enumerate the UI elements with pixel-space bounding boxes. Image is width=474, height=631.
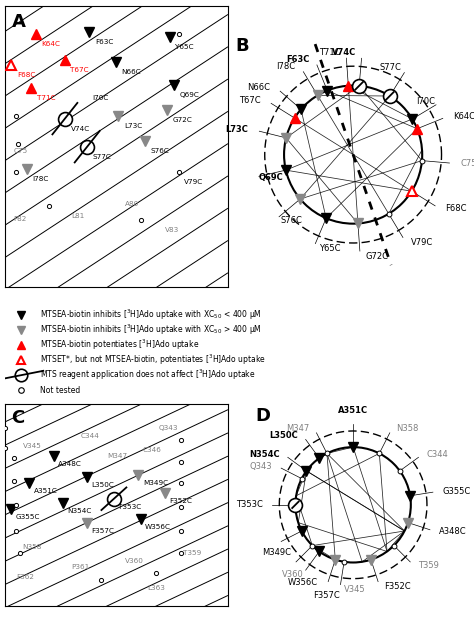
Text: Not tested: Not tested <box>40 386 80 395</box>
Text: A351C: A351C <box>34 488 57 493</box>
Text: G355C: G355C <box>442 487 470 496</box>
Text: D: D <box>255 407 270 425</box>
Text: V360: V360 <box>282 570 304 579</box>
Text: V83: V83 <box>165 227 179 233</box>
Text: S76C: S76C <box>151 148 170 154</box>
Text: M349C: M349C <box>143 480 168 486</box>
Text: I78C: I78C <box>276 62 295 71</box>
Text: L73C: L73C <box>124 123 142 129</box>
Text: S77C: S77C <box>380 63 402 73</box>
Text: T359: T359 <box>183 550 201 557</box>
Text: N358: N358 <box>23 544 42 550</box>
Text: N66C: N66C <box>247 83 271 92</box>
Text: A: A <box>11 13 25 32</box>
Text: V79C: V79C <box>411 238 434 247</box>
Text: M347: M347 <box>286 424 310 433</box>
Text: I70C: I70C <box>416 97 435 107</box>
Text: V360: V360 <box>125 558 144 564</box>
Text: V345: V345 <box>23 443 41 449</box>
Text: B: B <box>236 37 249 55</box>
Text: G72C: G72C <box>173 117 193 123</box>
Text: T359: T359 <box>418 561 439 570</box>
Text: A348C: A348C <box>439 527 466 536</box>
Text: W356C: W356C <box>145 524 171 530</box>
Text: T71C: T71C <box>319 48 340 57</box>
Text: N358: N358 <box>397 424 419 433</box>
Text: F357C: F357C <box>313 591 340 599</box>
Text: N354C: N354C <box>249 450 280 459</box>
Text: Q69C: Q69C <box>180 92 200 98</box>
Text: K64C: K64C <box>42 42 61 47</box>
Text: G355C: G355C <box>16 514 40 520</box>
Text: Y65C: Y65C <box>175 44 194 50</box>
Text: C346: C346 <box>143 447 162 453</box>
Text: V79C: V79C <box>184 179 203 185</box>
Text: N354C: N354C <box>67 508 91 514</box>
Text: F357C: F357C <box>91 528 115 534</box>
Text: C344: C344 <box>81 433 100 439</box>
Text: L350C: L350C <box>91 481 115 488</box>
Text: F68C: F68C <box>17 73 36 78</box>
Text: MTSEA-biotin potentiates [$^3$H]Ado uptake: MTSEA-biotin potentiates [$^3$H]Ado upta… <box>40 338 199 352</box>
Text: A351C: A351C <box>338 406 368 415</box>
Text: C75: C75 <box>460 159 474 168</box>
Text: Q343: Q343 <box>250 461 273 471</box>
Text: V345: V345 <box>345 585 366 594</box>
Text: MTSEA-biotin inhibits [$^3$H]Ado uptake with XC$_{50}$ < 400 μM: MTSEA-biotin inhibits [$^3$H]Ado uptake … <box>40 308 261 322</box>
Text: F82: F82 <box>14 216 27 221</box>
Text: N66C: N66C <box>122 69 141 76</box>
Text: T71C: T71C <box>37 95 55 101</box>
Text: C344: C344 <box>427 450 448 459</box>
Text: F63C: F63C <box>286 56 310 64</box>
Text: A80: A80 <box>125 201 139 208</box>
Text: F68C: F68C <box>446 204 467 213</box>
Text: T353C: T353C <box>118 504 142 510</box>
Text: MTSET*, but not MTSEA-biotin, potentiates [$^3$H]Ado uptake: MTSET*, but not MTSEA-biotin, potentiate… <box>40 353 265 367</box>
Text: V74C: V74C <box>71 126 90 132</box>
Text: F63C: F63C <box>95 38 113 45</box>
Text: S77C: S77C <box>93 154 111 160</box>
Text: MTSEA-biotin inhibits [$^3$H]Ado uptake with XC$_{50}$ > 400 μM: MTSEA-biotin inhibits [$^3$H]Ado uptake … <box>40 323 261 338</box>
Text: L81: L81 <box>72 213 85 219</box>
Text: C: C <box>11 409 25 427</box>
Text: K64C: K64C <box>454 112 474 121</box>
Text: C75: C75 <box>14 148 28 154</box>
Text: M347: M347 <box>107 453 128 459</box>
Text: M349C: M349C <box>263 548 292 557</box>
Text: I78C: I78C <box>33 176 49 182</box>
Text: F352C: F352C <box>384 582 411 591</box>
Text: Y65C: Y65C <box>319 244 340 253</box>
Text: L363: L363 <box>147 584 165 591</box>
Text: F362: F362 <box>16 574 34 581</box>
Text: G72C: G72C <box>366 252 389 261</box>
Text: S76C: S76C <box>280 216 302 225</box>
Text: MTS reagent application does not affect [$^3$H]Ado uptake: MTS reagent application does not affect … <box>40 368 255 382</box>
Text: Q69C: Q69C <box>259 173 284 182</box>
Text: T353C: T353C <box>236 500 263 509</box>
Text: A348C: A348C <box>58 461 82 468</box>
Text: P361: P361 <box>72 564 90 570</box>
Text: F352C: F352C <box>170 498 192 504</box>
Text: I70C: I70C <box>93 95 109 101</box>
Text: V74C: V74C <box>332 48 356 57</box>
Text: Q343: Q343 <box>158 425 178 431</box>
Text: L73C: L73C <box>226 126 248 134</box>
Text: T67C: T67C <box>71 67 89 73</box>
Text: W356C: W356C <box>288 579 318 587</box>
Text: L350C: L350C <box>270 431 298 440</box>
Text: T67C: T67C <box>239 96 261 105</box>
